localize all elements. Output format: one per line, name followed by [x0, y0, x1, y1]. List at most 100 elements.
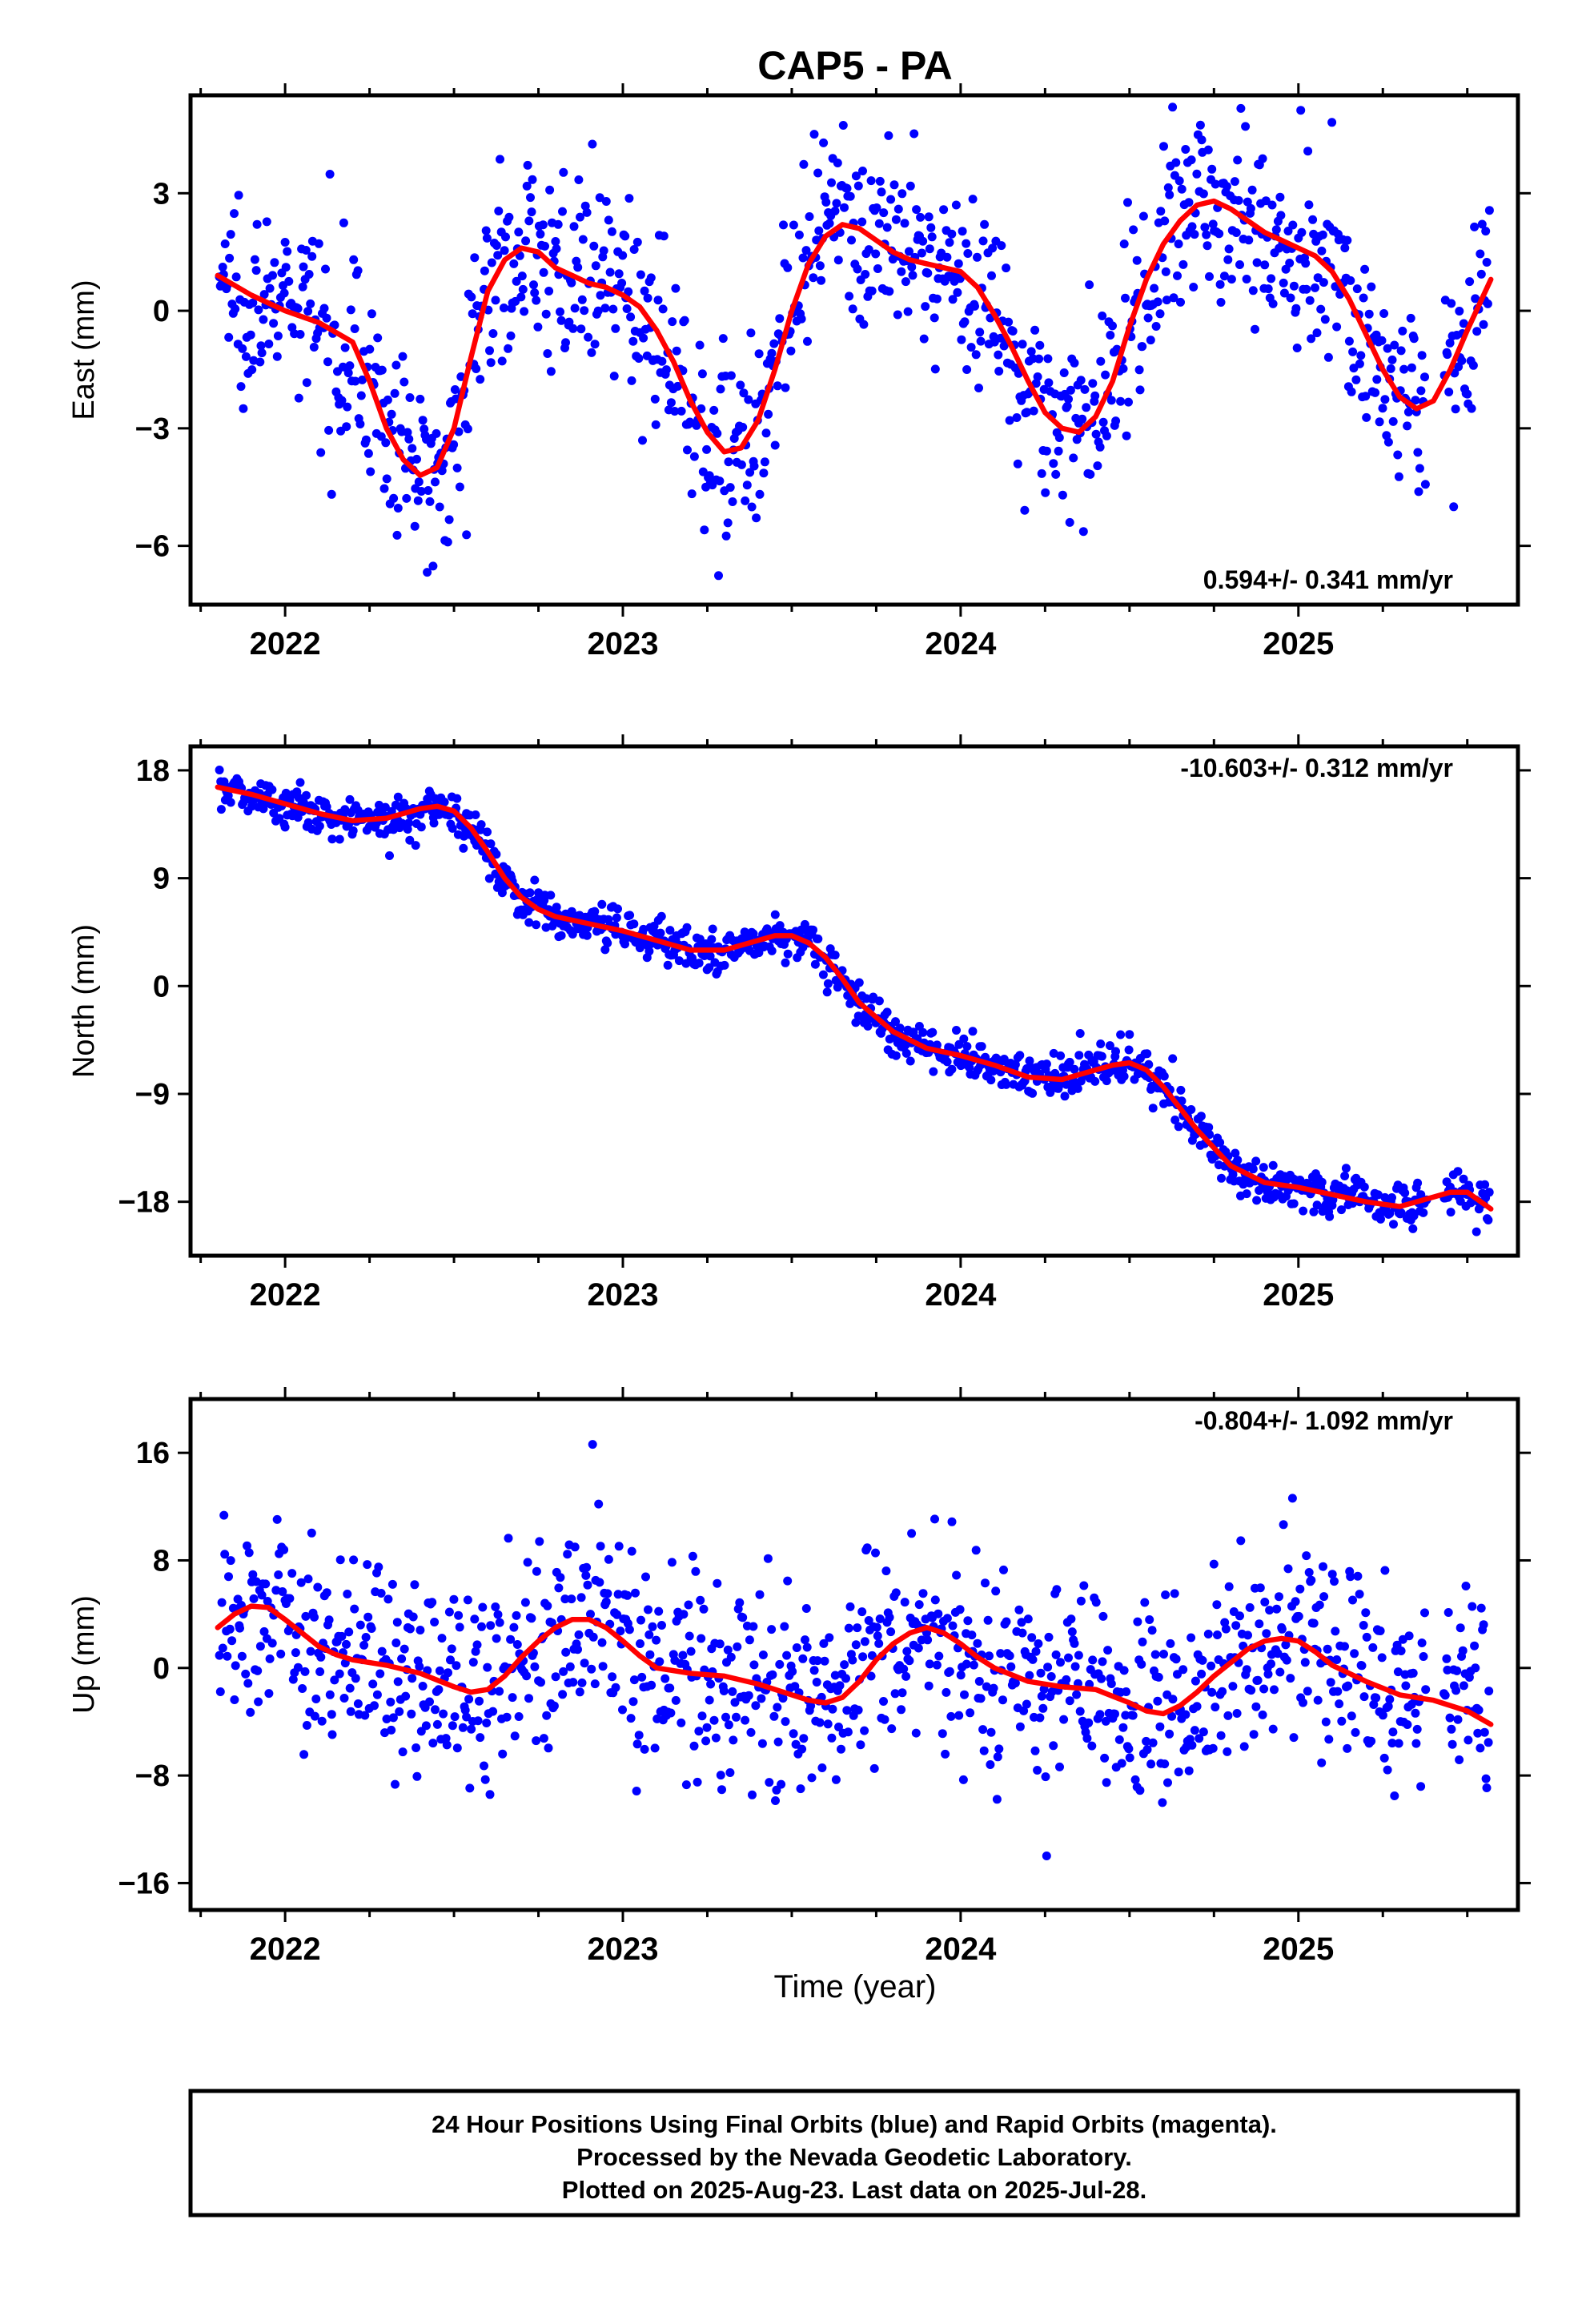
data-point [387, 1579, 397, 1589]
data-point [272, 1514, 282, 1524]
data-point [1111, 416, 1121, 426]
data-point [255, 1642, 265, 1651]
data-point [1161, 1590, 1170, 1599]
data-point [231, 1661, 240, 1671]
data-point [825, 219, 834, 228]
data-point [599, 246, 608, 255]
data-point [632, 1739, 642, 1749]
data-point [786, 346, 796, 356]
data-point [1260, 1598, 1270, 1606]
data-point [952, 1570, 962, 1580]
data-point [1411, 1708, 1420, 1718]
data-point [720, 960, 729, 970]
data-point [705, 471, 714, 480]
data-point [276, 1649, 286, 1659]
y-tick-label: 0 [153, 970, 170, 1003]
data-point [667, 1558, 677, 1567]
data-point [446, 1655, 455, 1665]
data-point [1330, 1577, 1339, 1586]
data-point [235, 1623, 244, 1633]
data-point [711, 1733, 721, 1743]
data-point [1355, 359, 1364, 368]
data-point [1482, 258, 1492, 267]
data-point [1054, 433, 1064, 442]
data-point [259, 315, 268, 324]
data-point [916, 212, 926, 222]
data-point [1470, 222, 1480, 231]
data-point [628, 336, 638, 346]
data-point [746, 1727, 756, 1737]
data-point [382, 474, 391, 484]
data-point [392, 1618, 402, 1627]
data-point [1064, 394, 1073, 404]
data-point [1396, 346, 1406, 356]
data-point [752, 513, 761, 523]
data-point [815, 1718, 825, 1727]
data-point [231, 304, 240, 314]
data-point [248, 1570, 258, 1579]
data-point [404, 434, 414, 444]
data-point [973, 1638, 982, 1648]
data-point [923, 1635, 933, 1645]
data-point [725, 483, 735, 493]
data-point [733, 1642, 742, 1651]
data-point [1273, 1649, 1283, 1659]
data-point [901, 1048, 911, 1058]
data-point [818, 970, 828, 979]
data-point [706, 1679, 716, 1689]
data-point [1295, 1584, 1305, 1594]
data-point [495, 1618, 504, 1627]
data-point [705, 1695, 714, 1705]
data-point [791, 1739, 801, 1749]
data-point [908, 271, 917, 280]
data-point [567, 278, 576, 287]
data-point [955, 1605, 965, 1614]
data-point [556, 307, 564, 316]
data-point [285, 1594, 295, 1603]
data-point [1251, 1702, 1261, 1711]
x-tick-label: 2023 [588, 1277, 659, 1313]
data-point [309, 343, 319, 352]
data-point [244, 1548, 254, 1558]
data-point [1292, 344, 1302, 352]
data-point [1230, 177, 1239, 187]
data-point [551, 237, 560, 246]
data-point [1332, 322, 1342, 332]
data-point [729, 1735, 738, 1745]
data-point [1221, 1624, 1231, 1634]
data-point [730, 1698, 740, 1707]
data-point [412, 1743, 421, 1752]
data-point [999, 341, 1009, 351]
data-point [1122, 1687, 1131, 1696]
data-point [301, 1611, 311, 1621]
data-point [298, 1684, 307, 1693]
data-point [1005, 416, 1014, 425]
data-point [1289, 281, 1299, 291]
data-point [1309, 1207, 1319, 1216]
data-point [874, 1638, 884, 1648]
data-point [1205, 1130, 1215, 1140]
data-point [1049, 1048, 1058, 1058]
data-point [358, 375, 367, 384]
data-point [897, 267, 906, 276]
data-point [1253, 1675, 1263, 1685]
data-point [942, 252, 952, 262]
data-point [981, 1578, 990, 1588]
data-point [872, 1622, 881, 1632]
data-point [1473, 1728, 1483, 1738]
data-point [526, 193, 535, 203]
data-point [646, 273, 656, 283]
data-point [1359, 1621, 1368, 1630]
data-point [1070, 1064, 1079, 1074]
data-point [882, 1007, 892, 1017]
data-point [962, 1659, 971, 1669]
data-point [1312, 1200, 1322, 1210]
data-point [470, 253, 480, 263]
data-point [639, 924, 648, 934]
data-point [624, 194, 634, 203]
data-point [256, 341, 266, 351]
data-point [769, 1711, 779, 1721]
data-point [739, 388, 749, 398]
data-point [594, 1499, 604, 1509]
data-point [618, 1705, 627, 1715]
